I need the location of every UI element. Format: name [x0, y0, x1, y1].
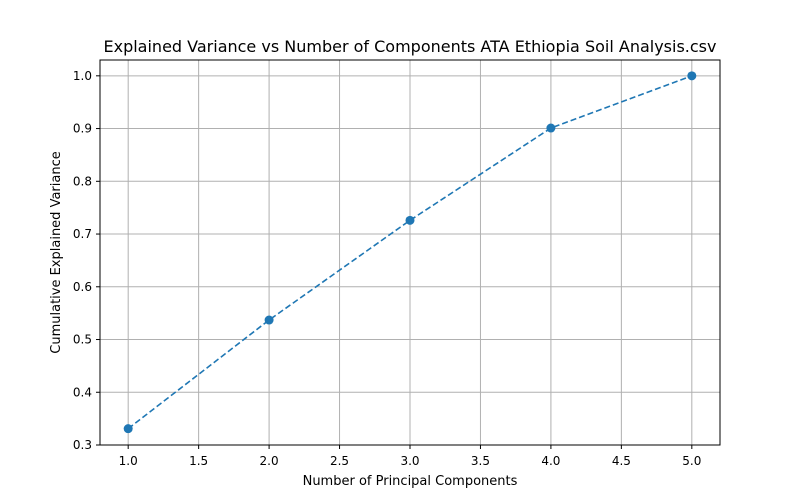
x-tick-label: 1.0: [119, 454, 138, 468]
y-tick-label: 0.5: [73, 333, 92, 347]
y-tick-label: 0.3: [73, 438, 92, 452]
y-axis-ticks: 0.3 0.4 0.5 0.6 0.7 0.8 0.9 1.0: [73, 69, 100, 452]
data-point: [264, 315, 274, 325]
y-tick-label: 0.9: [73, 122, 92, 136]
y-tick-label: 0.6: [73, 280, 92, 294]
data-point: [546, 123, 556, 133]
x-axis-label: Number of Principal Components: [303, 474, 518, 489]
x-axis-ticks: 1.0 1.5 2.0 2.5 3.0 3.5 4.0 4.5 5.0: [119, 445, 701, 468]
y-tick-label: 1.0: [73, 69, 92, 83]
y-tick-label: 0.4: [73, 385, 92, 399]
x-tick-label: 5.0: [682, 454, 701, 468]
x-tick-label: 4.0: [541, 454, 560, 468]
x-tick-label: 3.5: [471, 454, 490, 468]
x-tick-label: 2.5: [330, 454, 349, 468]
y-axis-label: Cumulative Explained Variance: [49, 151, 64, 353]
chart-title: Explained Variance vs Number of Componen…: [104, 37, 717, 56]
data-point: [123, 424, 133, 434]
x-tick-label: 2.0: [260, 454, 279, 468]
series-line: [127, 75, 693, 430]
data-series: [123, 71, 697, 434]
grid: [100, 60, 720, 446]
x-tick-label: 4.5: [612, 454, 631, 468]
y-tick-label: 0.7: [73, 227, 92, 241]
plot-area-frame: [99, 59, 721, 446]
y-tick-label: 0.8: [73, 174, 92, 188]
data-point: [687, 71, 697, 81]
data-point: [405, 215, 415, 225]
x-tick-label: 3.0: [400, 454, 419, 468]
x-tick-label: 1.5: [189, 454, 208, 468]
